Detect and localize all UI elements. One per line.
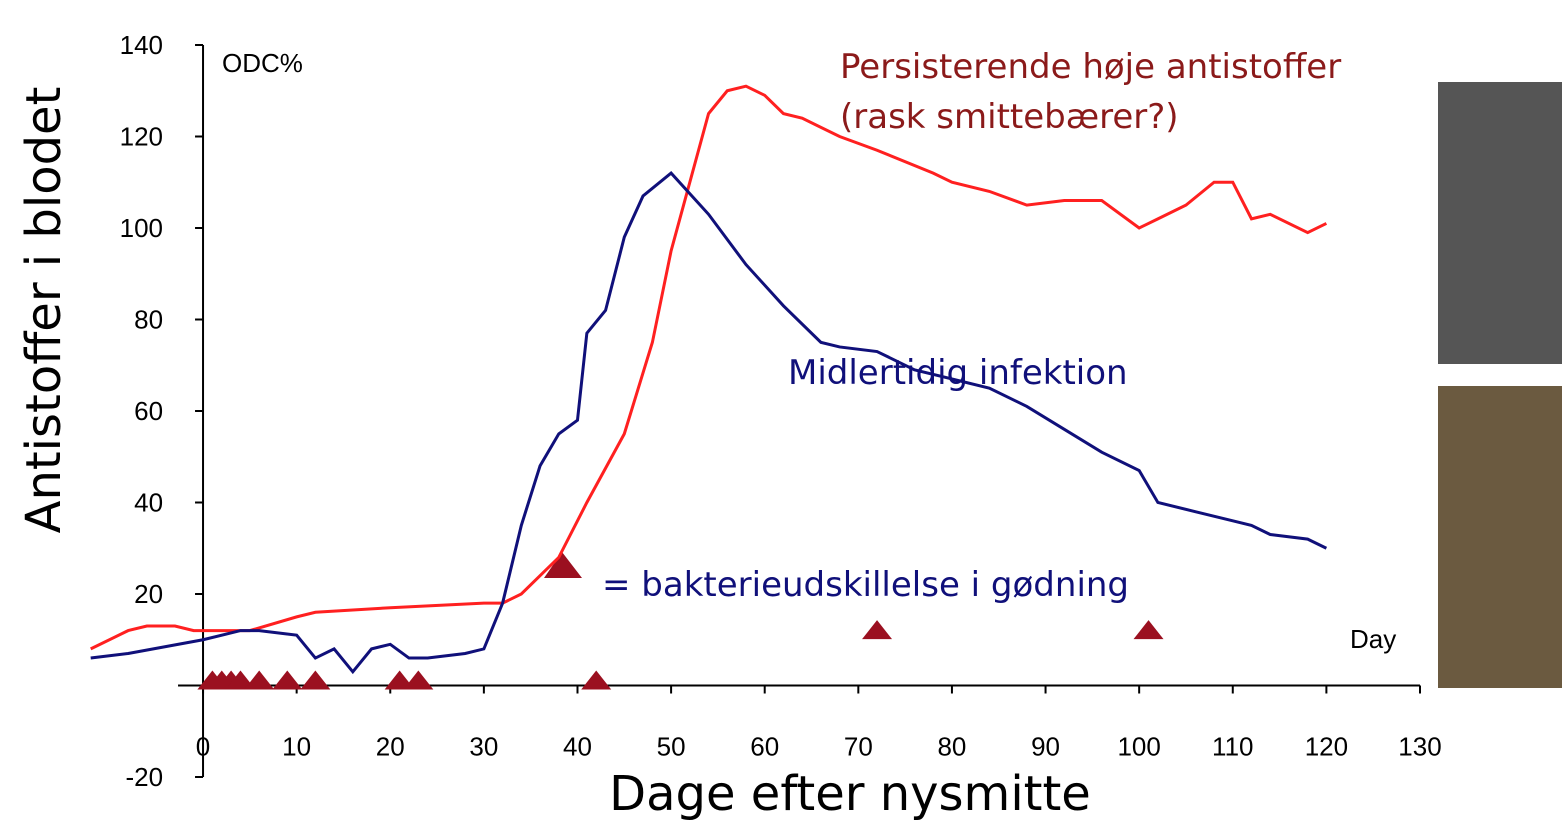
marker [581,670,612,690]
marker [403,670,434,690]
x-tick-label: 70 [844,732,873,762]
legend-symbol [544,552,582,578]
photo [1438,82,1562,364]
x-tick-label: 20 [376,732,405,762]
marker [1133,620,1164,640]
marker [862,620,893,640]
y-tick-label: 60 [134,396,163,426]
x-axis-label: Dage efter nysmitte [609,766,1091,822]
marker [272,670,303,690]
y-tick-label: 20 [134,579,163,609]
x-tick-label: 50 [657,732,686,762]
annotation: Midlertidig infektion [788,353,1128,393]
marker [244,670,275,690]
x-tick-label: 30 [469,732,498,762]
x-unit: Day [1350,624,1396,654]
y-tick-label: 140 [120,30,163,60]
annotation: (rask smittebærer?) [840,97,1179,137]
annotation: Persisterende høje antistoffer [840,47,1341,87]
x-tick-label: 60 [750,732,779,762]
marker [300,670,331,690]
y-tick-label: 100 [120,213,163,243]
x-tick-label: 110 [1212,732,1253,762]
y-tick-label: 120 [120,122,163,152]
line [90,84,1328,651]
x-tick-label: 90 [1031,732,1060,762]
x-tick-label: 100 [1117,732,1160,762]
photo [1438,386,1562,688]
x-tick-label: 80 [937,732,966,762]
annotation: = bakterieudskillelse i gødning [602,565,1129,605]
y-axis-label: Antistoffer i blodet [16,87,72,534]
x-tick-label: 130 [1398,732,1441,762]
line [90,171,1328,675]
x-tick-label: 10 [282,732,311,762]
x-tick-label: 40 [563,732,592,762]
y-tick-label: 40 [134,488,163,518]
y-tick-label: -20 [125,762,163,792]
y-unit: ODC% [222,48,303,78]
x-tick-label: 0 [196,732,210,762]
y-tick-label: 80 [134,305,163,335]
x-tick-label: 120 [1305,732,1348,762]
